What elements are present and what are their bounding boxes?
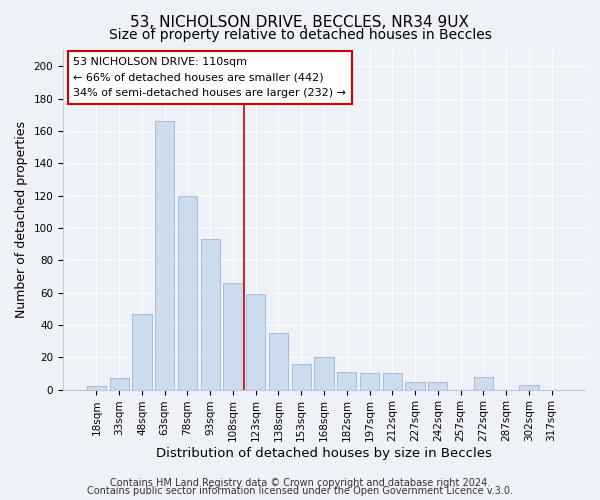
Y-axis label: Number of detached properties: Number of detached properties — [15, 122, 28, 318]
Bar — [337, 372, 356, 390]
Bar — [110, 378, 129, 390]
Bar — [473, 376, 493, 390]
Bar — [178, 196, 197, 390]
Bar — [406, 382, 425, 390]
Bar — [383, 374, 402, 390]
Bar — [132, 314, 152, 390]
Bar — [428, 382, 448, 390]
Bar — [87, 386, 106, 390]
Text: 53, NICHOLSON DRIVE, BECCLES, NR34 9UX: 53, NICHOLSON DRIVE, BECCLES, NR34 9UX — [131, 15, 470, 30]
Bar — [200, 239, 220, 390]
Text: 53 NICHOLSON DRIVE: 110sqm
← 66% of detached houses are smaller (442)
34% of sem: 53 NICHOLSON DRIVE: 110sqm ← 66% of deta… — [73, 57, 346, 98]
X-axis label: Distribution of detached houses by size in Beccles: Distribution of detached houses by size … — [156, 447, 492, 460]
Bar — [246, 294, 265, 390]
Text: Size of property relative to detached houses in Beccles: Size of property relative to detached ho… — [109, 28, 491, 42]
Bar — [269, 333, 288, 390]
Bar — [223, 283, 242, 390]
Bar — [292, 364, 311, 390]
Bar — [519, 384, 539, 390]
Bar — [155, 121, 175, 390]
Bar — [314, 358, 334, 390]
Bar — [360, 374, 379, 390]
Text: Contains public sector information licensed under the Open Government Licence v.: Contains public sector information licen… — [87, 486, 513, 496]
Text: Contains HM Land Registry data © Crown copyright and database right 2024.: Contains HM Land Registry data © Crown c… — [110, 478, 490, 488]
